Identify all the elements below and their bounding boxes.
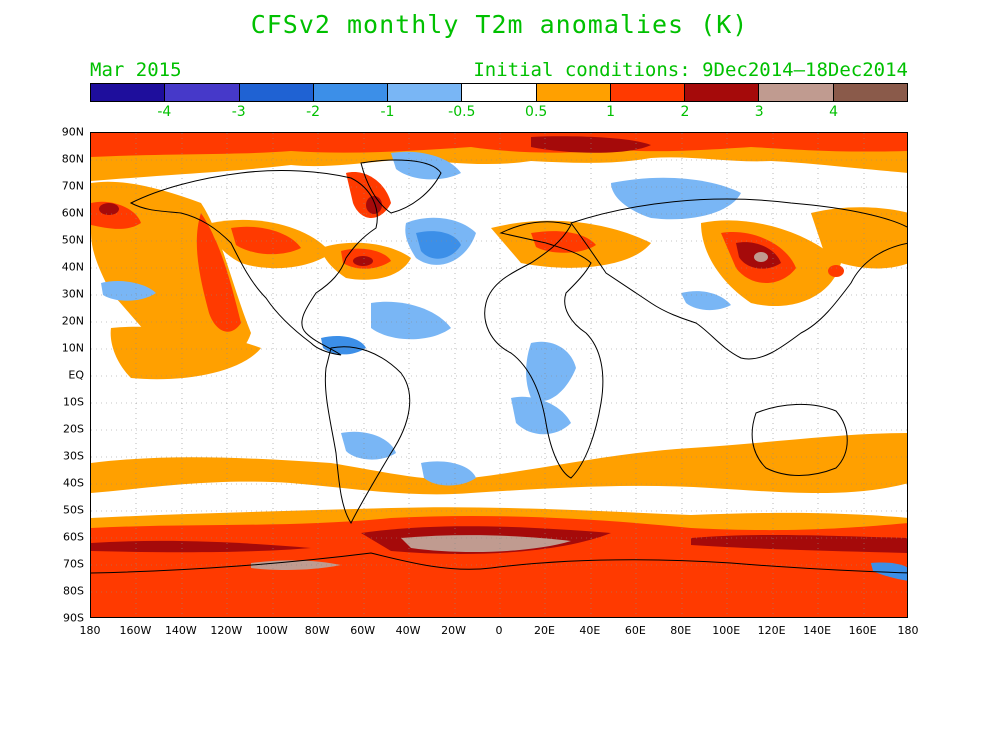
latitude-label: 90N	[61, 125, 84, 139]
longitude-label: 40E	[579, 624, 601, 637]
longitude-label: 180	[79, 624, 101, 637]
colorbar-label: 1	[606, 104, 615, 120]
longitude-label: 20W	[441, 624, 466, 637]
latitude-label: 60N	[61, 206, 84, 220]
longitude-label: 160E	[848, 624, 877, 637]
page-title: CFSv2 monthly T2m anomalies (K)	[250, 10, 749, 39]
colorbar-segment	[759, 84, 834, 101]
anomaly-fields	[91, 133, 907, 617]
initial-conditions: Initial conditions: 9Dec2014–18Dec2014	[473, 59, 908, 81]
colorbar-label: 3	[754, 104, 764, 120]
latitude-label: 50S	[63, 503, 84, 517]
latitude-label: 30N	[61, 287, 84, 301]
coastlines	[91, 159, 907, 574]
latitude-label: 20N	[61, 314, 84, 328]
longitude-label: 80E	[670, 624, 692, 637]
colorbar-segment	[685, 84, 760, 101]
colorbar	[90, 83, 908, 102]
colorbar-segment	[91, 84, 166, 101]
colorbar-label: -1	[380, 104, 395, 120]
latitude-label: 40S	[63, 476, 84, 490]
latitude-label: 10N	[61, 341, 84, 355]
latitude-label: 90S	[63, 611, 84, 625]
longitude-label: 0	[495, 624, 503, 637]
longitude-label: 140E	[803, 624, 832, 637]
colorbar-label: 0.5	[525, 104, 548, 120]
colorbar-segment	[462, 84, 537, 101]
latitude-label: EQ	[68, 368, 84, 382]
latitude-label: 80N	[61, 152, 84, 166]
forecast-month: Mar 2015	[90, 59, 182, 81]
longitude-label: 40W	[395, 624, 421, 637]
colorbar-label: -0.5	[448, 104, 476, 120]
colorbar-label: 2	[680, 104, 690, 120]
colorbar-segment	[536, 84, 611, 101]
longitude-label: 120E	[757, 624, 786, 637]
anomaly-map	[91, 133, 907, 617]
colorbar-segment	[388, 84, 463, 101]
longitude-label: 20E	[533, 624, 555, 637]
grid-lines	[91, 133, 907, 617]
colorbar-label: -3	[231, 104, 246, 120]
latitude-label: 60S	[63, 530, 84, 544]
latitude-label: 40N	[61, 260, 84, 274]
longitude-label: 60W	[350, 624, 376, 637]
colorbar-segment	[239, 84, 314, 101]
longitude-label: 60E	[624, 624, 646, 637]
longitude-label: 80W	[304, 624, 330, 637]
colorbar-label: -4	[157, 104, 172, 120]
latitude-label: 80S	[63, 584, 84, 598]
colorbar-segment	[165, 84, 240, 101]
map-frame	[90, 132, 908, 618]
colorbar-segment	[833, 84, 907, 101]
colorbar-segment	[610, 84, 686, 101]
colorbar-label: -2	[306, 104, 321, 120]
latitude-label: 10S	[63, 395, 84, 409]
latitude-label: 30S	[63, 449, 84, 463]
longitude-label: 100E	[712, 624, 741, 637]
latitude-label: 20S	[63, 422, 84, 436]
longitude-label: 180	[897, 624, 919, 637]
latitude-label: 50N	[61, 233, 84, 247]
longitude-label: 160W	[119, 624, 152, 637]
longitude-label: 120W	[210, 624, 243, 637]
longitude-label: 100W	[255, 624, 288, 637]
latitude-label: 70N	[61, 179, 84, 193]
colorbar-label: 4	[829, 104, 839, 120]
colorbar-segment	[313, 84, 389, 101]
latitude-label: 70S	[63, 557, 84, 571]
longitude-label: 140W	[164, 624, 197, 637]
